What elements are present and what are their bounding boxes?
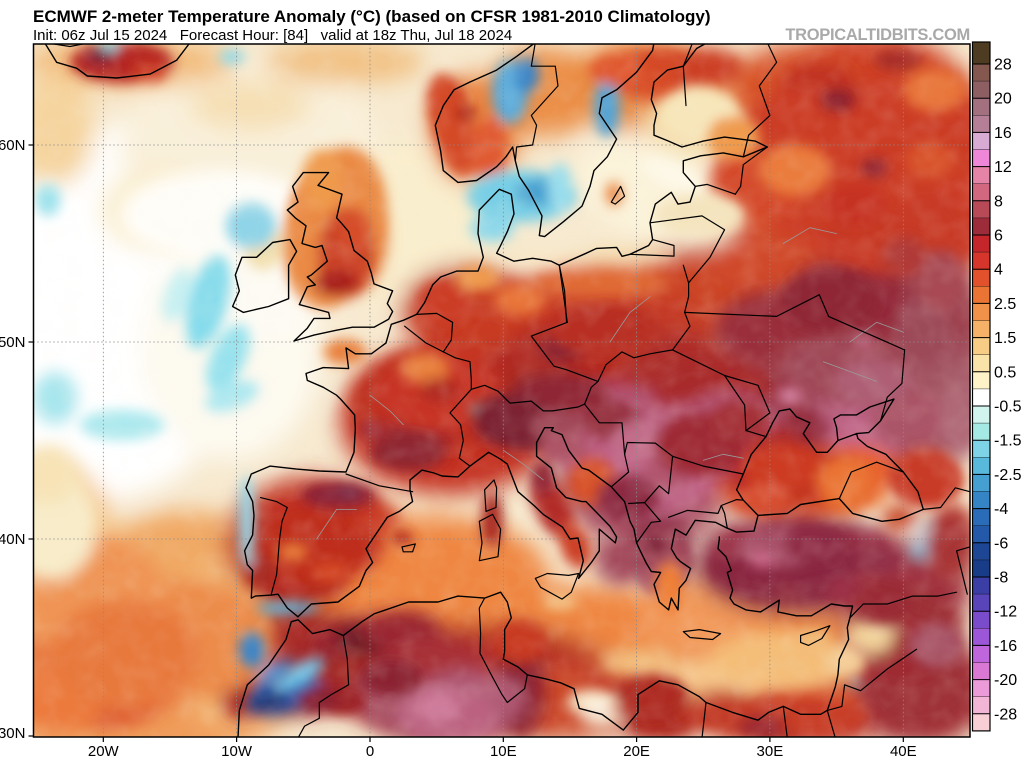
svg-text:12: 12 xyxy=(994,159,1012,176)
svg-text:-2.5: -2.5 xyxy=(994,467,1022,484)
svg-text:60N: 60N xyxy=(0,137,26,154)
svg-text:16: 16 xyxy=(994,125,1012,142)
svg-text:40N: 40N xyxy=(0,531,26,548)
svg-text:-28: -28 xyxy=(994,706,1017,723)
svg-text:0.5: 0.5 xyxy=(994,364,1016,381)
svg-text:-12: -12 xyxy=(994,604,1017,621)
svg-text:30E: 30E xyxy=(757,743,784,757)
svg-text:-16: -16 xyxy=(994,638,1017,655)
svg-text:20: 20 xyxy=(994,91,1012,108)
svg-text:ECMWF 2-meter Temperature Anom: ECMWF 2-meter Temperature Anomaly (°C) (… xyxy=(33,7,711,26)
svg-text:-6: -6 xyxy=(994,535,1008,552)
svg-text:Init: 06z Jul 15 2024 Foreca: Init: 06z Jul 15 2024 Forecast Hour: [84… xyxy=(33,27,512,44)
svg-text:-1.5: -1.5 xyxy=(994,433,1022,450)
svg-text:-8: -8 xyxy=(994,570,1008,587)
svg-text:0: 0 xyxy=(366,743,374,757)
svg-text:40E: 40E xyxy=(890,743,917,757)
svg-text:4: 4 xyxy=(994,262,1003,279)
svg-text:-20: -20 xyxy=(994,672,1017,689)
svg-text:10E: 10E xyxy=(490,743,517,757)
svg-text:-0.5: -0.5 xyxy=(994,399,1022,416)
svg-text:20W: 20W xyxy=(88,743,120,757)
svg-text:1.5: 1.5 xyxy=(994,330,1016,347)
svg-text:28: 28 xyxy=(994,57,1012,74)
svg-text:TROPICALTIDBITS.COM: TROPICALTIDBITS.COM xyxy=(785,26,970,44)
svg-text:30N: 30N xyxy=(0,725,26,742)
svg-text:10W: 10W xyxy=(221,743,253,757)
svg-text:8: 8 xyxy=(994,193,1003,210)
svg-text:2.5: 2.5 xyxy=(994,296,1016,313)
svg-text:20E: 20E xyxy=(623,743,650,757)
svg-text:6: 6 xyxy=(994,228,1003,245)
svg-text:50N: 50N xyxy=(0,334,26,351)
svg-text:-4: -4 xyxy=(994,501,1008,518)
